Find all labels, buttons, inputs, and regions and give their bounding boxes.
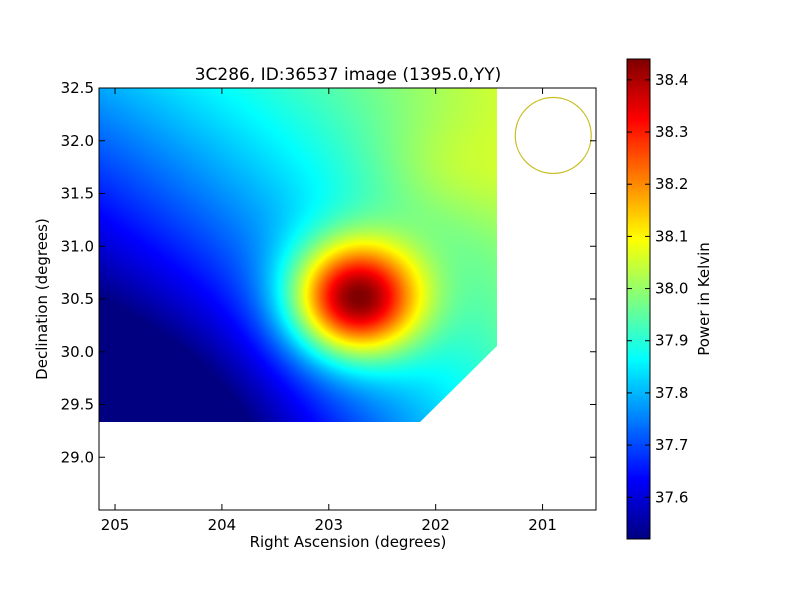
colorbar-gradient [627,59,650,539]
heatmap-plot: 205 204 203 202 201 29.0 29.5 30.0 30.5 31.0 31.5… [61,79,597,534]
x-tick-label: 203 [314,516,343,534]
y-tick-label: 32.5 [61,79,94,97]
x-axis-label: Right Ascension (degrees) [250,533,447,551]
x-tick-label: 201 [528,516,557,534]
circle-marker [514,96,592,175]
y-tick-label: 30.0 [61,343,94,361]
y-axis-label: Declination (degrees) [33,218,51,380]
x-tick-label: 204 [208,516,237,534]
y-tick-label: 29.0 [61,448,94,466]
colorbar-tick-label: 37.7 [655,436,688,454]
colorbar-tick-label: 38.4 [655,71,688,89]
colorbar-tick-label: 38.2 [655,175,688,193]
heatmap-image [99,88,497,422]
x-axis-ticks: 205 204 203 202 201 [101,88,557,534]
chart-title: 3C286, ID:36537 image (1395.0,YY) [195,65,502,85]
colorbar: 37.6 37.7 37.8 37.9 38.0 38.1 38.2 38.3 38.4 [626,58,688,540]
y-tick-label: 32.0 [61,132,94,150]
colorbar-tick-label: 38.3 [655,123,688,141]
colorbar-tick-label: 38.0 [655,280,688,298]
y-tick-label: 29.5 [61,396,94,414]
colorbar-ticks: 37.6 37.7 37.8 37.9 38.0 38.1 38.2 38.3 38.4 [627,71,688,506]
colorbar-label: Power in Kelvin [695,242,713,356]
x-tick-label: 205 [101,516,130,534]
colorbar-tick-label: 37.9 [655,332,688,350]
x-tick-label: 202 [421,516,450,534]
y-tick-label: 31.0 [61,237,94,255]
colorbar-tick-label: 38.1 [655,227,688,245]
y-tick-label: 31.5 [61,185,94,203]
colorbar-frame [626,58,651,540]
colorbar-tick-label: 37.8 [655,384,688,402]
y-axis-ticks: 29.0 29.5 30.0 30.5 31.0 31.5 32.0 32.5 [61,79,596,466]
y-tick-label: 30.5 [61,290,94,308]
colorbar-tick-label: 37.6 [655,488,688,506]
